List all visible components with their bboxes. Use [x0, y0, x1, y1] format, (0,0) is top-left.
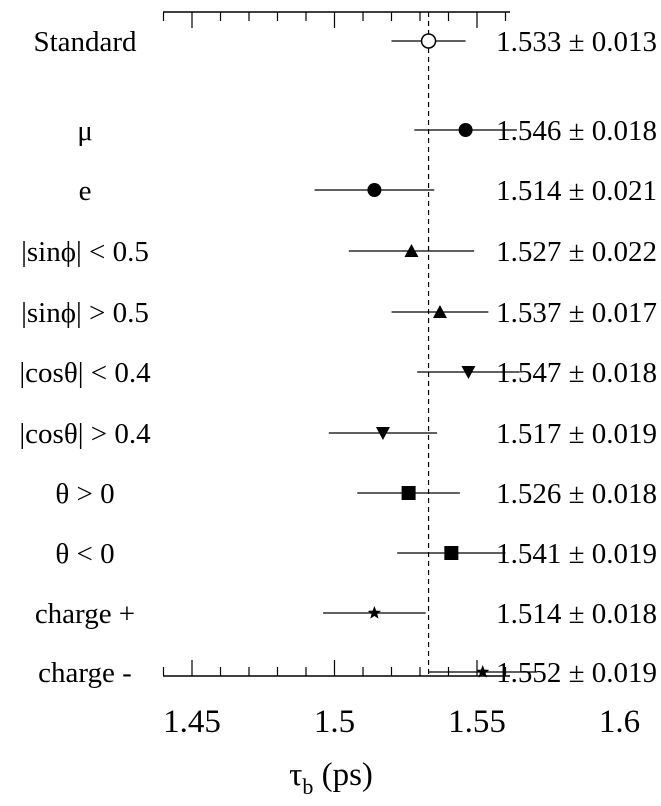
data-point — [476, 665, 490, 678]
measurement-row: |sinϕ| > 0.5 1.537 ± 0.017 — [21, 297, 657, 329]
measurement-row: |sinϕ| < 0.5 1.527 ± 0.022 — [21, 236, 657, 268]
row-value: 1.541 ± 0.019 — [496, 538, 657, 570]
row-value: 1.546 ± 0.018 — [496, 115, 657, 147]
x-axis-label-unit: (ps) — [313, 757, 373, 793]
measurement-row: μ 1.546 ± 0.018 — [77, 115, 657, 147]
data-point — [420, 33, 437, 49]
measurement-row: Standard 1.533 ± 0.013 — [33, 26, 657, 58]
row-value: 1.514 ± 0.021 — [496, 175, 657, 207]
data-point — [404, 244, 419, 257]
row-label: Standard — [33, 26, 137, 58]
measurement-row: θ < 0 1.541 ± 0.019 — [55, 538, 657, 570]
row-value: 1.547 ± 0.018 — [496, 357, 657, 389]
row-value: 1.537 ± 0.017 — [496, 297, 657, 329]
measurement-row: e 1.514 ± 0.021 — [79, 175, 657, 207]
row-label: |sinϕ| > 0.5 — [21, 297, 149, 329]
row-value: 1.514 ± 0.018 — [496, 598, 657, 630]
x-axis-label-subscript: b — [302, 774, 313, 799]
x-tick-label: 1.45 — [163, 704, 221, 740]
row-label: θ > 0 — [55, 478, 114, 510]
data-point — [367, 606, 382, 619]
row-value: 1.552 ± 0.019 — [496, 657, 657, 689]
row-label: θ < 0 — [55, 538, 114, 570]
data-point — [401, 486, 416, 500]
axis-ticks — [162, 12, 507, 676]
row-label: μ — [77, 115, 93, 147]
row-label: charge - — [38, 657, 132, 689]
measurement-row: |cosθ| > 0.4 1.517 ± 0.019 — [19, 418, 657, 450]
row-label: charge + — [35, 598, 135, 630]
x-axis-label-main: τ — [289, 757, 302, 793]
x-tick-label: 1.55 — [448, 704, 506, 740]
row-value: 1.517 ± 0.019 — [496, 418, 657, 450]
x-axis-label: τb (ps) — [289, 757, 373, 799]
row-label: |cosθ| > 0.4 — [19, 418, 151, 450]
x-tick-label: 1.5 — [314, 704, 355, 740]
row-value: 1.526 ± 0.018 — [496, 478, 657, 510]
row-value: 1.533 ± 0.013 — [496, 26, 657, 58]
row-label: |sinϕ| < 0.5 — [21, 236, 149, 268]
data-point — [444, 546, 459, 560]
x-tick-label: 1.6 — [599, 704, 640, 740]
data-point — [458, 123, 473, 137]
data-point — [367, 183, 382, 197]
data-point — [461, 366, 476, 379]
data-point — [432, 305, 447, 318]
measurement-rows: Standard 1.533 ± 0.013 μ 1.546 ± 0.018 e 1.51… — [19, 26, 657, 689]
measurement-row: θ > 0 1.526 ± 0.018 — [55, 478, 657, 510]
tick-labels: 1.45 1.5 1.55 1.6 — [163, 704, 640, 740]
measurement-row: charge + 1.514 ± 0.018 — [35, 598, 657, 630]
row-value: 1.527 ± 0.022 — [496, 236, 657, 268]
row-label: |cosθ| < 0.4 — [19, 357, 151, 389]
data-point — [375, 427, 390, 440]
row-label: e — [79, 175, 92, 207]
measurement-row: |cosθ| < 0.4 1.547 ± 0.018 — [19, 357, 657, 389]
measurement-row: charge - 1.552 ± 0.019 — [38, 657, 657, 689]
